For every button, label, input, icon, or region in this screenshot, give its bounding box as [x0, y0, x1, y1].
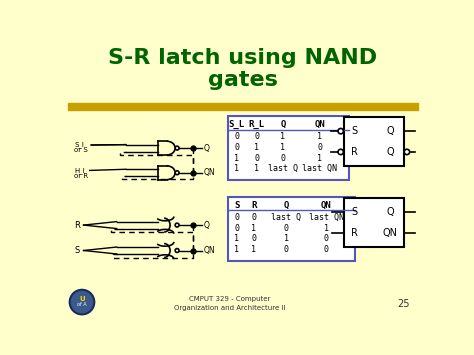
Text: 0: 0	[324, 234, 328, 244]
Text: S: S	[352, 126, 357, 136]
Text: 0: 0	[251, 234, 256, 244]
Circle shape	[338, 129, 343, 134]
Text: S_I: S_I	[74, 142, 84, 148]
Text: of A: of A	[77, 302, 87, 307]
Circle shape	[404, 149, 410, 155]
Text: 1: 1	[281, 132, 285, 141]
Text: last Q: last Q	[268, 164, 298, 173]
Bar	[228, 197, 355, 261]
Circle shape	[175, 171, 179, 175]
Text: R_L: R_L	[249, 120, 265, 129]
Text: 1: 1	[318, 154, 322, 163]
Text: 0: 0	[234, 224, 239, 233]
Text: 0: 0	[254, 132, 259, 141]
Circle shape	[175, 146, 179, 150]
Text: 1: 1	[251, 224, 256, 233]
Text: CMPUT 329 - Computer
Organization and Architecture II: CMPUT 329 - Computer Organization and Ar…	[174, 296, 285, 311]
Text: Q: Q	[204, 220, 210, 230]
Text: 1: 1	[234, 154, 239, 163]
Text: S-R latch using NAND
gates: S-R latch using NAND gates	[109, 48, 377, 89]
Text: R: R	[352, 228, 358, 238]
Text: 0: 0	[234, 143, 239, 152]
Text: 1: 1	[234, 234, 239, 244]
Text: last QN: last QN	[302, 164, 337, 173]
Text: or S: or S	[74, 147, 88, 153]
Text: Q: Q	[386, 147, 394, 157]
Text: 0: 0	[234, 132, 239, 141]
Text: or R: or R	[74, 173, 89, 179]
Text: S: S	[74, 246, 80, 255]
Circle shape	[338, 149, 343, 155]
Bar	[68, 103, 418, 110]
Text: 0: 0	[283, 245, 289, 254]
Text: 1: 1	[283, 234, 289, 244]
Text: 1: 1	[234, 164, 239, 173]
Text: 1: 1	[324, 224, 328, 233]
Text: 1: 1	[251, 245, 256, 254]
Text: 1: 1	[234, 245, 239, 254]
Text: 0: 0	[283, 224, 289, 233]
Text: QN: QN	[315, 120, 325, 129]
Text: 1: 1	[281, 143, 285, 152]
Text: Q: Q	[204, 143, 210, 153]
Text: S_L: S_L	[228, 120, 245, 129]
Text: 1: 1	[254, 164, 259, 173]
Text: 0: 0	[251, 213, 256, 222]
Text: Q: Q	[386, 126, 394, 136]
Text: U: U	[79, 296, 85, 302]
Bar	[344, 117, 404, 166]
Text: R: R	[74, 220, 80, 230]
Text: QN: QN	[383, 228, 397, 238]
Bar	[344, 198, 404, 247]
Circle shape	[175, 248, 179, 252]
Text: 0: 0	[318, 143, 322, 152]
Text: 25: 25	[397, 299, 410, 308]
Text: QN: QN	[204, 168, 215, 177]
Circle shape	[175, 223, 179, 227]
Text: S: S	[352, 207, 357, 217]
Text: 0: 0	[234, 213, 239, 222]
Text: R: R	[251, 201, 256, 209]
Text: Q: Q	[386, 207, 394, 217]
Text: QN: QN	[204, 246, 215, 255]
Bar	[228, 116, 349, 180]
Text: 0: 0	[254, 154, 259, 163]
Text: 0: 0	[281, 154, 285, 163]
Circle shape	[70, 290, 94, 315]
Text: 1: 1	[254, 143, 259, 152]
Text: last QN: last QN	[309, 213, 344, 222]
Text: 0: 0	[324, 245, 328, 254]
Text: QN: QN	[321, 201, 331, 209]
Text: R: R	[352, 147, 358, 157]
Text: 1: 1	[318, 132, 322, 141]
Text: S: S	[234, 201, 239, 209]
Text: last Q: last Q	[271, 213, 301, 222]
Text: Q: Q	[283, 201, 289, 209]
Text: Q: Q	[280, 120, 286, 129]
Text: H_I: H_I	[74, 167, 85, 174]
